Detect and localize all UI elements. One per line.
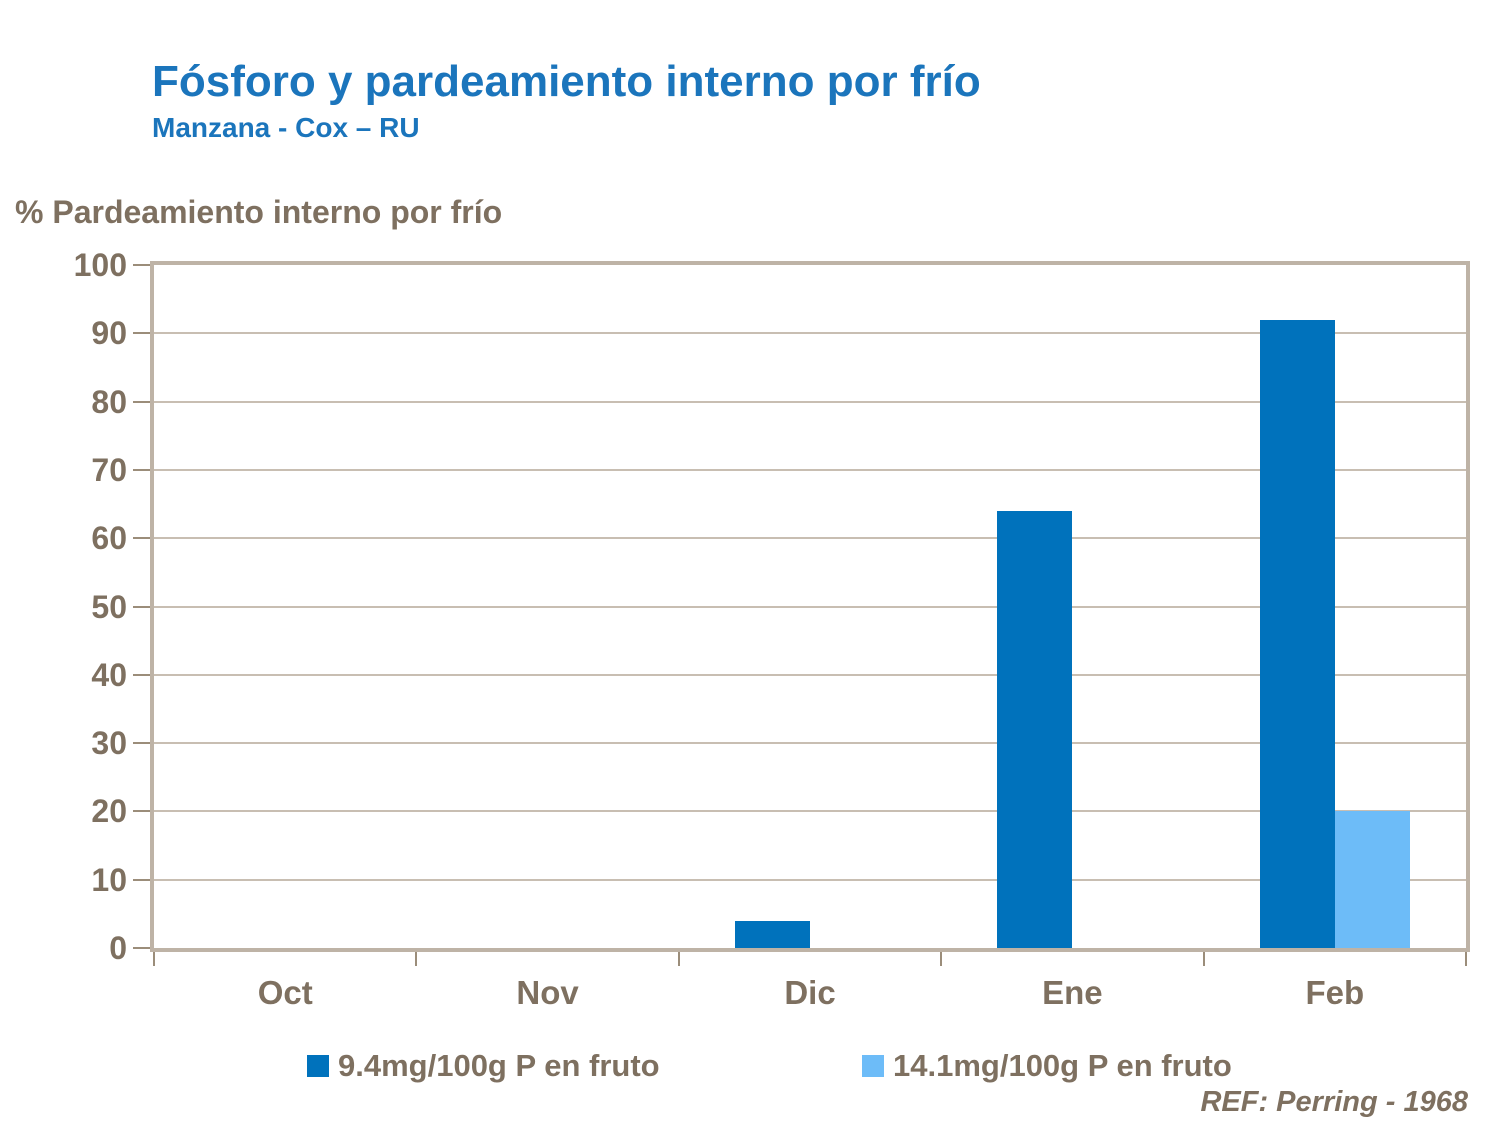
bar-feb-series2 <box>1334 811 1410 948</box>
chart-title: Fósforo y pardeamiento interno por frío <box>152 57 981 106</box>
x-tick-mark <box>415 952 418 966</box>
x-tick-mark <box>677 952 680 966</box>
y-tick-mark <box>133 332 150 335</box>
y-tick-mark <box>133 742 150 745</box>
gridline <box>154 878 1466 881</box>
x-category-label: Ene <box>1042 974 1103 1011</box>
y-tick-mark <box>133 400 150 403</box>
legend-item-series1: 9.4mg/100g P en fruto <box>307 1048 660 1084</box>
x-tick-mark <box>1465 952 1467 966</box>
gridline <box>154 742 1466 745</box>
x-category-label: Dic <box>784 974 836 1011</box>
y-tick-mark <box>133 264 150 266</box>
legend-label-series2: 14.1mg/100g P en fruto <box>893 1048 1232 1083</box>
y-tick-mark <box>133 468 150 471</box>
y-tick-mark <box>133 605 150 608</box>
bar-feb-series1 <box>1259 319 1335 948</box>
y-tick-mark <box>133 810 150 813</box>
x-category-label: Oct <box>257 974 313 1011</box>
y-tick-label: 10 <box>91 861 127 898</box>
legend-label-series1: 9.4mg/100g P en fruto <box>338 1048 660 1083</box>
y-tick-mark <box>133 878 150 881</box>
y-tick-label: 60 <box>91 520 127 557</box>
reference-note: REF: Perring - 1968 <box>1200 1086 1468 1118</box>
y-tick-label: 70 <box>91 451 127 488</box>
gridline <box>154 468 1466 471</box>
y-tick-label: 80 <box>91 383 127 420</box>
y-tick-label: 90 <box>91 315 127 352</box>
y-tick-mark <box>133 673 150 676</box>
legend-swatch-series2 <box>862 1055 884 1077</box>
y-tick-label: 40 <box>91 656 127 693</box>
x-category-label: Feb <box>1305 974 1365 1011</box>
y-tick-label: 0 <box>109 930 127 966</box>
x-tick-mark <box>940 952 943 966</box>
legend-item-series2: 14.1mg/100g P en fruto <box>862 1048 1232 1084</box>
plot-area <box>150 261 1470 952</box>
y-tick-label: 100 <box>73 247 127 283</box>
gridline <box>154 400 1466 403</box>
y-axis-title: % Pardeamiento interno por frío <box>15 194 503 230</box>
y-tick-mark <box>133 537 150 540</box>
x-tick-mark <box>153 952 155 966</box>
bar-ene-series1 <box>997 510 1073 948</box>
y-tick-label: 30 <box>91 725 127 762</box>
bar-dic-series1 <box>735 920 810 948</box>
y-tick-label: 50 <box>91 588 127 625</box>
x-category-label: Nov <box>516 974 579 1011</box>
gridline <box>154 332 1466 335</box>
gridline <box>154 673 1466 676</box>
chart-subtitle: Manzana - Cox – RU <box>152 112 420 143</box>
legend-swatch-series1 <box>307 1055 329 1077</box>
gridline <box>154 605 1466 608</box>
x-tick-mark <box>1202 952 1205 966</box>
gridline <box>154 810 1466 813</box>
y-tick-label: 20 <box>91 793 127 830</box>
y-tick-mark <box>133 947 150 949</box>
gridline <box>154 537 1466 540</box>
